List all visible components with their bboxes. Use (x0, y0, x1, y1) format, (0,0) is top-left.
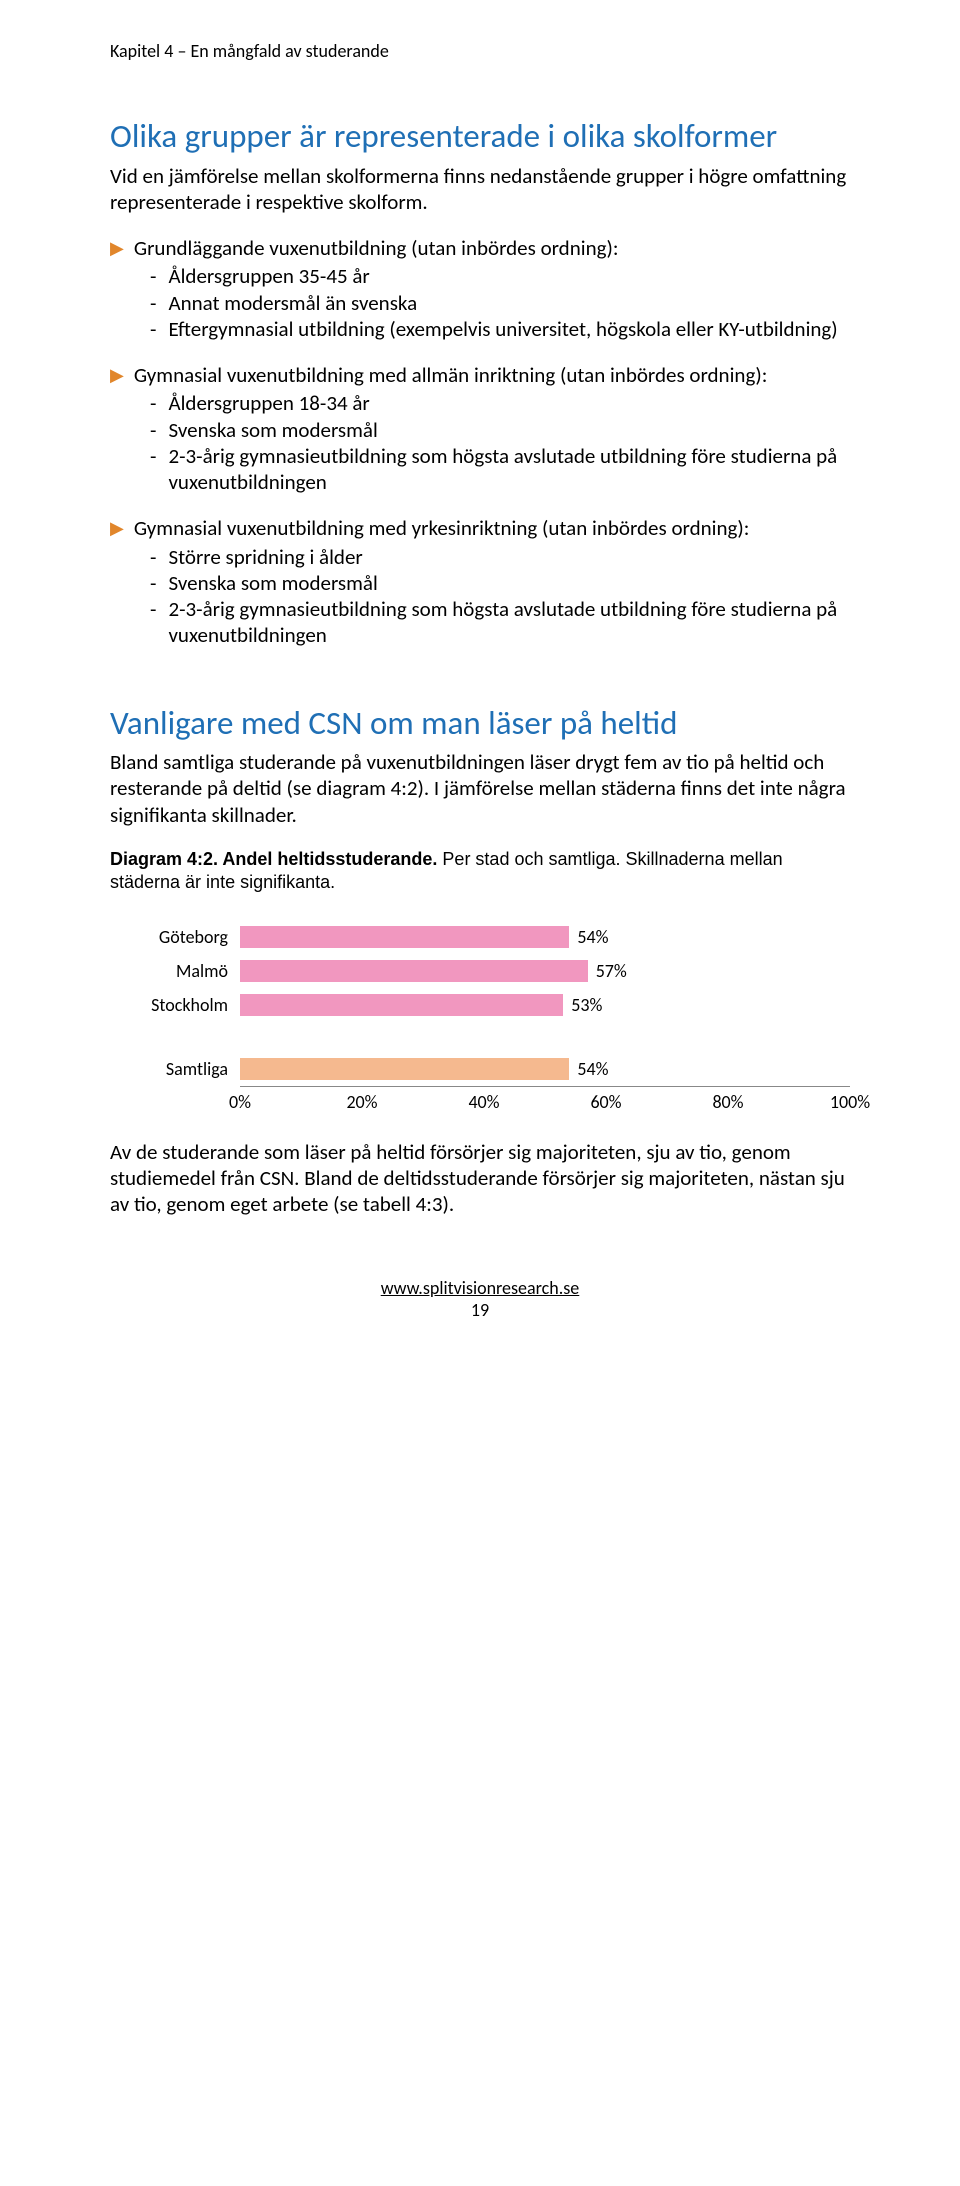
dash-bullet-icon: - (150, 570, 156, 596)
sub-list-item: -Åldersgruppen 35-45 år (138, 263, 850, 289)
chart-bar (240, 960, 588, 982)
sub-list-item: -Svenska som modersmål (138, 417, 850, 443)
sub-list: -Åldersgruppen 18-34 år-Svenska som mode… (138, 390, 850, 495)
sub-list-item-text: Svenska som modersmål (168, 570, 377, 596)
sub-list-item-text: Annat modersmål än svenska (168, 290, 417, 316)
chart-bar (240, 994, 563, 1016)
sub-list-item-text: 2-3-årig gymnasieutbildning som högsta a… (168, 596, 850, 649)
chart-row: Stockholm 53% (130, 988, 850, 1022)
chart-x-tick: 80% (712, 1091, 743, 1113)
sub-list-item: -2-3-årig gymnasieutbildning som högsta … (138, 596, 850, 649)
dash-bullet-icon: - (150, 316, 156, 342)
bullet-head-text: Gymnasial vuxenutbildning med allmän inr… (134, 362, 850, 388)
sub-list-item-text: Större spridning i ålder (168, 544, 362, 570)
intro-paragraph: Vid en jämförelse mellan skolformerna fi… (110, 163, 850, 216)
chart-row-label: Göteborg (130, 926, 240, 948)
chart-plot-area: 54% (240, 1052, 850, 1086)
chart-gap (130, 1022, 850, 1052)
sub-list-item-text: Svenska som modersmål (168, 417, 377, 443)
footer-page-number: 19 (471, 1299, 489, 1321)
bullet-block: ▶ Grundläggande vuxenutbildning (utan inb… (110, 235, 850, 342)
diagram-caption-bold: Diagram 4:2. Andel heltidsstuderande. (110, 849, 437, 869)
bullet-head: ▶ Gymnasial vuxenutbildning med allmän in… (110, 362, 850, 388)
chart-x-tick: 60% (590, 1091, 621, 1113)
dash-bullet-icon: - (150, 390, 156, 416)
chart-row-label: Stockholm (130, 994, 240, 1016)
heading-1: Olika grupper är representerade i olika … (110, 117, 850, 157)
chart-row-label: Malmö (130, 960, 240, 982)
chart-plot-area: 53% (240, 988, 850, 1022)
sub-list-item: -Svenska som modersmål (138, 570, 850, 596)
heading-2: Vanligare med CSN om man läser på heltid (110, 704, 850, 744)
chart-row: Malmö 57% (130, 954, 850, 988)
chart-value-label: 54% (569, 1058, 608, 1080)
dash-bullet-icon: - (150, 544, 156, 570)
chart-value-label: 57% (588, 960, 627, 982)
dash-bullet-icon: - (150, 443, 156, 496)
chart-row: Göteborg 54% (130, 920, 850, 954)
diagram-caption-rest-1: Per stad och samtliga. (437, 849, 625, 869)
chart-x-tick: 40% (468, 1091, 499, 1113)
sub-list-item: -Större spridning i ålder (138, 544, 850, 570)
sub-list-item: -2-3-årig gymnasieutbildning som högsta … (138, 443, 850, 496)
bullet-head-text: Grundläggande vuxenutbildning (utan inbö… (134, 235, 850, 261)
sub-list: -Åldersgruppen 35-45 år-Annat modersmål … (138, 263, 850, 342)
bullet-head: ▶ Gymnasial vuxenutbildning med yrkesinri… (110, 515, 850, 541)
sub-list-item-text: 2-3-årig gymnasieutbildning som högsta a… (168, 443, 850, 496)
bullet-head-text: Gymnasial vuxenutbildning med yrkesinrik… (134, 515, 850, 541)
sub-list: -Större spridning i ålder-Svenska som mo… (138, 544, 850, 649)
triangle-bullet-icon: ▶ (110, 515, 124, 541)
paragraph-2: Bland samtliga studerande på vuxenutbild… (110, 749, 850, 828)
dash-bullet-icon: - (150, 263, 156, 289)
bullet-head: ▶ Grundläggande vuxenutbildning (utan inb… (110, 235, 850, 261)
chapter-header: Kapitel 4 – En mångfald av studerande (110, 40, 850, 62)
page-footer: www.splitvisionresearch.se 19 (110, 1277, 850, 1321)
chart-value-label: 54% (569, 926, 608, 948)
chart-bar (240, 926, 569, 948)
dash-bullet-icon: - (150, 290, 156, 316)
sub-list-item: -Annat modersmål än svenska (138, 290, 850, 316)
triangle-bullet-icon: ▶ (110, 362, 124, 388)
paragraph-3: Av de studerande som läser på heltid för… (110, 1139, 850, 1218)
sub-list-item-text: Eftergymnasial utbildning (exempelvis un… (168, 316, 837, 342)
bullet-block: ▶ Gymnasial vuxenutbildning med allmän in… (110, 362, 850, 495)
sub-list-item: -Eftergymnasial utbildning (exempelvis u… (138, 316, 850, 342)
triangle-bullet-icon: ▶ (110, 235, 124, 261)
chart-x-tick: 0% (229, 1091, 251, 1113)
bar-chart: Göteborg 54% Malmö 57% Stockholm 53% Samtliga 5… (130, 920, 850, 1114)
chart-bar (240, 1058, 569, 1080)
chart-plot-area: 54% (240, 920, 850, 954)
bullet-block: ▶ Gymnasial vuxenutbildning med yrkesinri… (110, 515, 850, 648)
chart-x-axis: 0%20%40%60%80%100% (240, 1086, 850, 1114)
chart-plot-area: 57% (240, 954, 850, 988)
sub-list-item-text: Åldersgruppen 35-45 år (168, 263, 369, 289)
dash-bullet-icon: - (150, 417, 156, 443)
chart-x-tick: 20% (346, 1091, 377, 1113)
sub-list-item-text: Åldersgruppen 18-34 år (168, 390, 369, 416)
chart-row: Samtliga 54% (130, 1052, 850, 1086)
sub-list-item: -Åldersgruppen 18-34 år (138, 390, 850, 416)
dash-bullet-icon: - (150, 596, 156, 649)
chart-value-label: 53% (563, 994, 602, 1016)
footer-url: www.splitvisionresearch.se (381, 1277, 580, 1299)
diagram-caption: Diagram 4:2. Andel heltidsstuderande. Pe… (110, 848, 850, 895)
chart-x-tick: 100% (830, 1091, 870, 1113)
chart-row-label: Samtliga (130, 1058, 240, 1080)
